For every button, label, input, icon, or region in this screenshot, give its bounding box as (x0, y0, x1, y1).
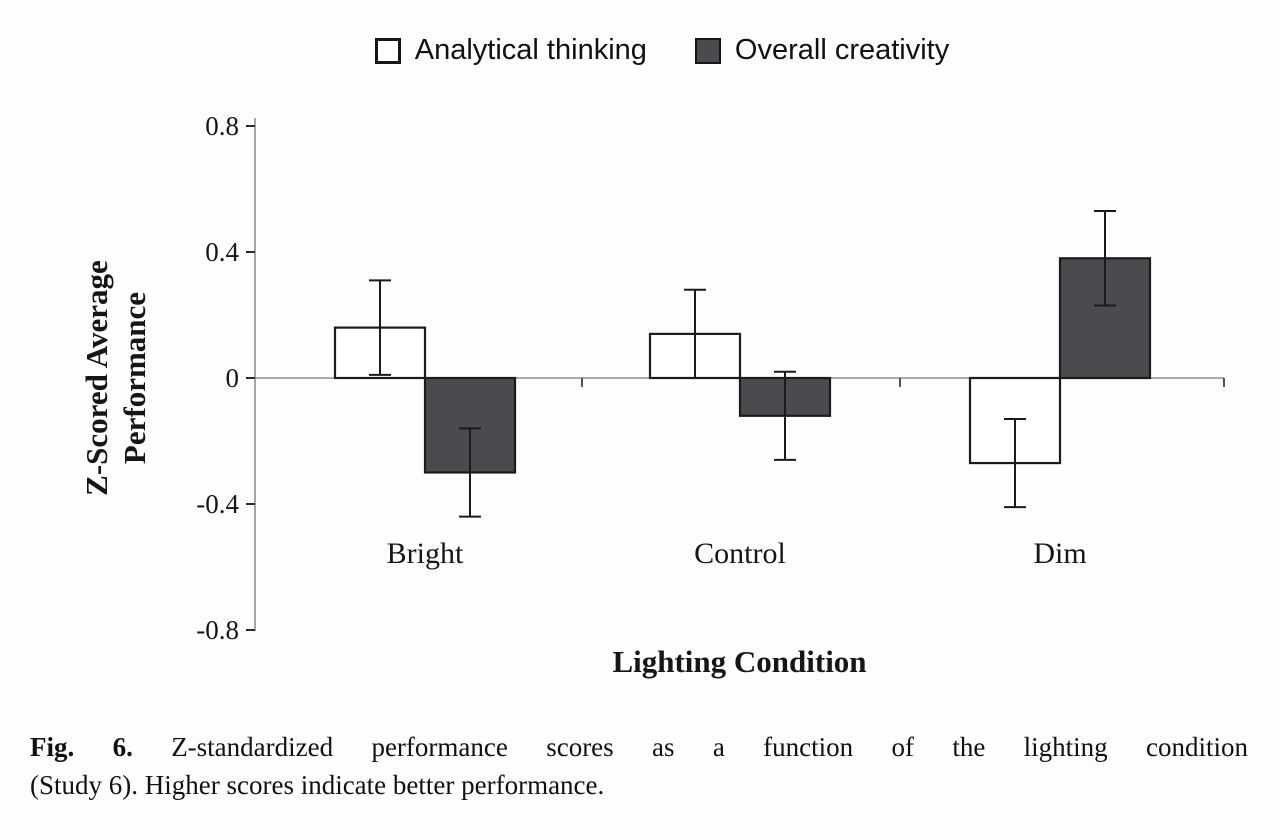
legend-item-creativity: Overall creativity (694, 34, 950, 67)
creativity-swatch-icon (694, 37, 721, 64)
x-category-label: Bright (387, 537, 464, 570)
x-axis-title: Lighting Condition (612, 644, 867, 679)
analytical-swatch-icon (374, 37, 401, 64)
legend-item-analytical: Analytical thinking (374, 34, 647, 67)
chart-legend: Analytical thinking Overall creativity (44, 34, 1280, 67)
x-category-label: Control (694, 537, 786, 570)
x-category-label: Dim (1033, 537, 1086, 570)
y-tick-label: 0.4 (205, 237, 239, 267)
y-tick-label: -0.4 (196, 489, 239, 519)
caption-figure-number: Fig. 6. (30, 732, 133, 762)
y-tick-label: -0.8 (196, 615, 239, 645)
y-tick-label: 0 (226, 363, 240, 393)
caption-line-2: (Study 6). Higher scores indicate better… (30, 770, 605, 800)
legend-label-creativity: Overall creativity (734, 34, 950, 66)
bar-chart-plot: 0.8 0.4 0 -0.4 -0.8 Bright Control Dim (196, 111, 1225, 645)
caption-text: Z-standardized performance scores as a f… (171, 732, 1248, 762)
y-tick-label: 0.8 (205, 111, 239, 141)
legend-label-analytical: Analytical thinking (414, 34, 647, 66)
caption-line-1: Fig. 6. Z-standardized performance score… (30, 728, 1248, 766)
figure-caption: Fig. 6. Z-standardized performance score… (30, 728, 1248, 804)
